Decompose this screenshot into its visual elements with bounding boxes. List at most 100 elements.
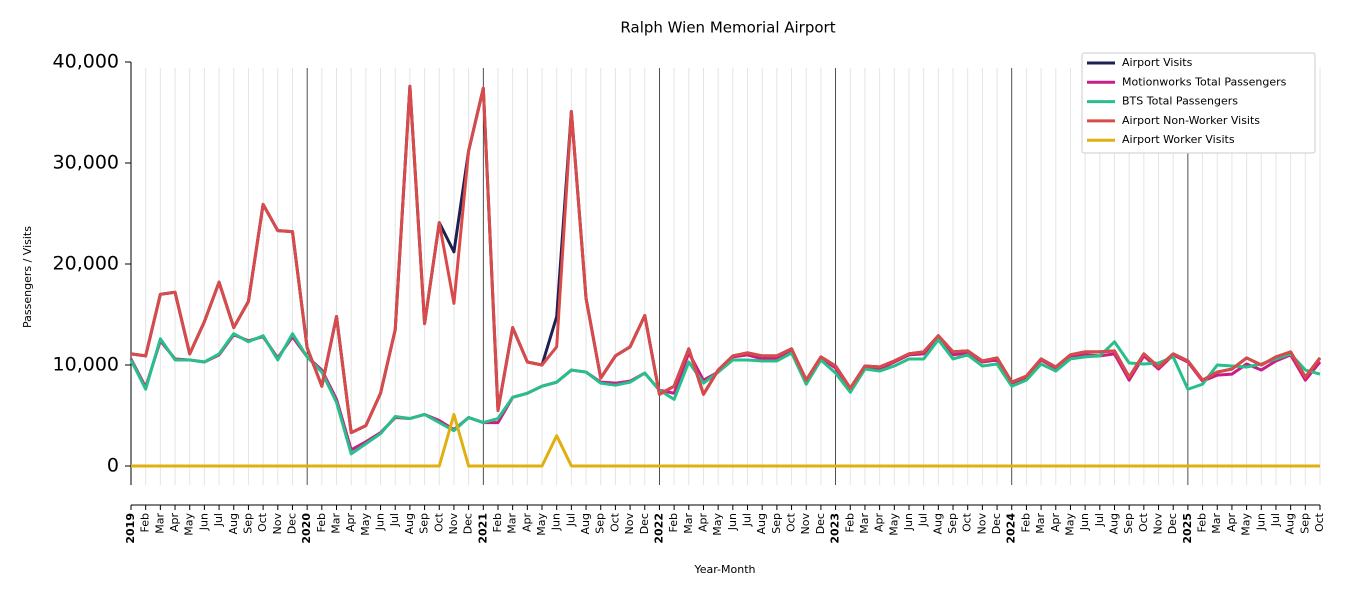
x-tick-label: May [1063,513,1076,536]
x-tick-label: Dec [285,513,298,534]
x-tick-label: Apr [1049,513,1062,533]
legend-label: Airport Worker Visits [1122,133,1235,146]
x-tick-label: Jul [1093,513,1106,527]
x-tick-label: Jun [197,513,210,531]
x-tick-label: Jul [1269,513,1282,527]
x-tick-label: May [887,513,900,536]
x-tick-label: Jun [726,513,739,531]
x-tick-label: Sep [1122,513,1135,534]
x-tick-label: Aug [1107,513,1120,534]
x-tick-label: Sep [594,513,607,534]
x-tick-label: Apr [168,513,181,533]
x-tick-label: Nov [975,513,988,535]
x-tick-label: Aug [931,513,944,534]
x-tick-label: Dec [990,513,1003,534]
legend-label: Motionworks Total Passengers [1122,75,1287,88]
x-tick-label: Sep [770,513,783,534]
x-tick-label: May [711,513,724,536]
x-tick-label: Feb [1019,513,1032,532]
x-tick-label: 2019 [124,513,137,544]
x-tick-label: Apr [696,513,709,533]
x-tick-label: Mar [153,513,166,534]
x-tick-label: Jul [388,513,401,527]
series-line [131,412,1320,468]
x-tick-label: Feb [139,513,152,532]
x-tick-label: Nov [447,513,460,535]
x-tick-label: Feb [491,513,504,532]
series-line [130,84,1322,435]
x-tick-label: Nov [799,513,812,535]
x-tick-label: May [183,513,196,536]
x-tick-label: Feb [843,513,856,532]
x-tick-label: Nov [271,513,284,535]
x-tick-label: Sep [418,513,431,534]
x-tick-label: Nov [623,513,636,535]
x-tick-label: Dec [462,513,475,534]
x-tick-label: May [535,513,548,536]
x-tick-label: Mar [682,513,695,534]
x-tick-label: Mar [330,513,343,534]
x-tick-label: 2020 [300,513,313,544]
x-tick-label: Mar [1210,513,1223,534]
x-tick-label: Aug [1284,513,1297,534]
x-tick-label: Oct [256,512,269,532]
x-tick-label: Oct [432,512,445,532]
x-tick-label: Mar [858,513,871,534]
legend-label: BTS Total Passengers [1122,95,1238,108]
x-tick-label: 2022 [652,513,665,544]
x-tick-label: Dec [638,513,651,534]
x-tick-label: Apr [873,513,886,533]
y-tick-label: 40,000 [53,51,119,73]
y-tick-label: 30,000 [53,152,119,174]
x-tick-label: Dec [814,513,827,534]
series-line [129,332,1321,456]
x-tick-label: Feb [315,513,328,532]
x-tick-label: 2023 [829,513,842,544]
legend-label: Airport Visits [1122,56,1193,69]
x-tick-label: Oct [1313,512,1326,532]
x-tick-label: 2024 [1005,513,1018,544]
x-tick-label: Aug [227,513,240,534]
x-tick-label: Oct [608,512,621,532]
x-tick-label: May [359,513,372,536]
x-tick-label: Dec [1166,513,1179,534]
chart-title: Ralph Wien Memorial Airport [620,19,835,37]
x-tick-label: Apr [1225,513,1238,533]
x-tick-label: Mar [1034,513,1047,534]
x-tick-label: Feb [1196,513,1209,532]
x-tick-label: Jun [902,513,915,531]
x-tick-label: Oct [961,512,974,532]
legend-label: Airport Non-Worker Visits [1122,114,1260,127]
y-axis-label: Passengers / Visits [21,226,34,328]
x-tick-label: Sep [1298,513,1311,534]
x-tick-label: Jul [564,513,577,527]
x-tick-label: Jul [212,513,225,527]
x-tick-label: Sep [946,513,959,534]
x-tick-label: Feb [667,513,680,532]
legend-box [1081,52,1316,154]
x-tick-label: Jun [1254,513,1267,531]
x-tick-label: Apr [344,513,357,533]
x-tick-label: May [1240,513,1253,536]
x-tick-label: Nov [1152,513,1165,535]
x-tick-label: Jun [374,513,387,531]
x-tick-label: 2025 [1181,513,1194,544]
x-tick-label: Mar [506,513,519,534]
x-tick-label: Aug [755,513,768,534]
x-tick-label: Jun [550,513,563,531]
x-axis-label: Year-Month [693,563,755,576]
x-tick-label: 2021 [476,513,489,544]
x-tick-label: Aug [403,513,416,534]
x-tick-label: Sep [241,513,254,534]
x-tick-label: Jul [917,513,930,527]
x-tick-label: Jun [1078,513,1091,531]
y-tick-label: 0 [107,455,119,477]
x-tick-label: Aug [579,513,592,534]
x-tick-label: Oct [785,512,798,532]
y-tick-label: 20,000 [53,253,119,275]
x-tick-label: Apr [520,513,533,533]
y-tick-label: 10,000 [53,354,119,376]
x-tick-label: Jul [741,513,754,527]
